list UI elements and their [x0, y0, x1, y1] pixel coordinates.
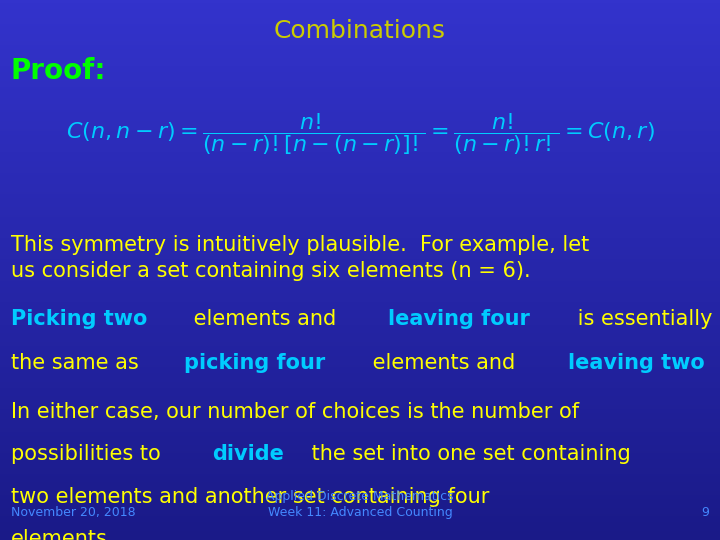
- Text: This symmetry is intuitively plausible.  For example, let
us consider a set cont: This symmetry is intuitively plausible. …: [11, 235, 589, 280]
- Text: elements and: elements and: [186, 309, 343, 329]
- Text: Combinations: Combinations: [274, 19, 446, 43]
- Text: Picking two: Picking two: [11, 309, 147, 329]
- Text: Proof:: Proof:: [11, 57, 107, 85]
- Text: In either case, our number of choices is the number of: In either case, our number of choices is…: [11, 402, 579, 422]
- Text: $C(n,n-r) = \dfrac{n!}{(n-r)![n-(n-r)]!} = \dfrac{n!}{(n-r)!r!} = C(n,r)$: $C(n,n-r) = \dfrac{n!}{(n-r)![n-(n-r)]!}…: [66, 111, 654, 157]
- Text: divide: divide: [212, 444, 284, 464]
- Text: the set into one set containing: the set into one set containing: [305, 444, 631, 464]
- Text: Applied Discrete Mathematics
Week 11: Advanced Counting: Applied Discrete Mathematics Week 11: Ad…: [266, 490, 454, 519]
- Text: is essentially: is essentially: [571, 309, 713, 329]
- Text: November 20, 2018: November 20, 2018: [11, 507, 135, 519]
- Text: leaving two: leaving two: [567, 353, 704, 373]
- Text: possibilities to: possibilities to: [11, 444, 167, 464]
- Text: elements.: elements.: [11, 529, 114, 540]
- Text: the same as: the same as: [11, 353, 145, 373]
- Text: 9: 9: [701, 507, 709, 519]
- Text: elements and: elements and: [366, 353, 522, 373]
- Text: two elements and another set containing four: two elements and another set containing …: [11, 487, 489, 507]
- Text: leaving four: leaving four: [388, 309, 530, 329]
- Text: picking four: picking four: [184, 353, 325, 373]
